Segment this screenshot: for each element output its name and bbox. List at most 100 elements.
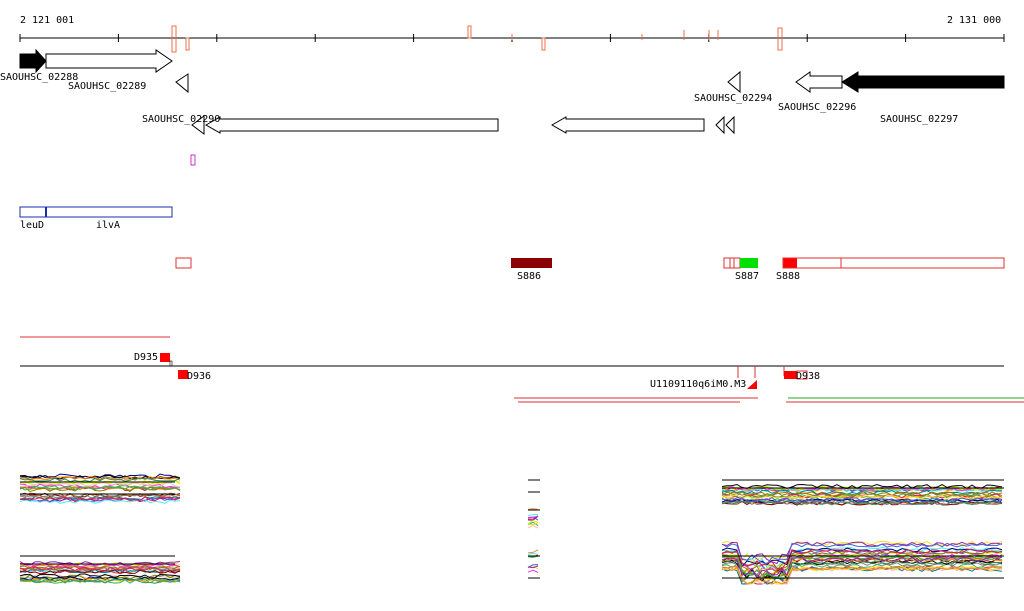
gene-label-saouhsc-02288: SAOUHSC_02288 [0,72,78,83]
start-coordinate: 2 121 001 [20,15,74,26]
gene-arrow-saouhsc-02297[interactable] [841,71,1005,93]
profile-series-line [721,494,1003,500]
gene-arrow-small-left[interactable] [175,73,189,94]
gene-label-saouhsc-02294: SAOUHSC_02294 [694,93,772,104]
ruler-marker[interactable] [467,25,472,39]
profile-series-line [19,483,181,489]
segment-box[interactable] [723,257,741,269]
operon-label-leud: leuD [20,220,44,231]
gene-arrow-small-left[interactable] [191,115,205,135]
profile-series-line [721,483,1003,490]
feature-d938[interactable] [784,371,797,379]
segment-box[interactable] [175,257,192,269]
profile-series-line [721,497,1003,503]
profile-series-line [19,566,181,572]
profile-series-line [19,578,181,584]
gene-label-saouhsc-02297: SAOUHSC_02297 [880,114,958,125]
profile-series-line [527,508,539,510]
feature-triangle[interactable] [747,380,757,389]
profile-series-line [721,493,1003,499]
profile-series-line [721,542,1003,565]
profile-series-line [19,487,181,493]
gene-arrow-saouhsc-02289[interactable] [45,49,173,73]
profile-series-line [19,579,181,584]
small-feature-marker[interactable] [190,154,196,166]
profile-series-line [19,499,181,504]
profile-series-line [721,500,1003,506]
feature-d938-outline [796,370,808,380]
profile-series-line [721,566,1003,585]
profile-series-line [19,574,181,580]
profile-series-line [721,565,1003,585]
gene-arrow-saouhsc-02296[interactable] [795,71,843,93]
profile-series-line [721,556,1003,579]
feature-label-d938: D938 [796,371,820,382]
ruler-marker[interactable] [777,27,783,51]
gene-arrow-long-left[interactable] [550,116,705,134]
profile-series-line [19,568,181,574]
expression-profiles [19,473,1004,585]
profile-series-line [19,493,181,499]
profile-series-line [19,482,181,488]
segment-s888[interactable] [783,258,797,268]
profile-series-line [19,477,181,483]
operon-track [19,206,173,218]
gene-track-row1 [19,48,1005,94]
profile-series-line [20,565,181,570]
profile-series-line [721,555,1003,578]
profile-series-line [721,560,1003,580]
profile-series-line [721,489,1002,495]
gene-label-saouhsc-02289: SAOUHSC_02289 [68,81,146,92]
segment-box[interactable] [782,257,1005,269]
gene-arrow-saouhsc-02294[interactable] [727,70,741,94]
segment-label-s886: S886 [517,271,541,282]
profile-series-line [721,486,1003,492]
ruler-markers [171,25,783,53]
profile-series-line [527,549,539,554]
profile-series-line [527,515,539,519]
profile-series-line [527,569,539,573]
profile-series-line [721,487,1003,493]
gene-arrow-saouhsc-02290[interactable] [204,116,499,134]
profile-series-line [19,497,181,503]
gene-label-saouhsc-02290: SAOUHSC_02290 [142,114,220,125]
feature-track [160,353,808,389]
profile-series-line [19,485,181,491]
profile-series-line [721,548,1003,570]
coverage-lines [514,397,1024,403]
segment-label-s887: S887 [735,271,759,282]
segment-track [175,257,1005,269]
segment-s887[interactable] [740,258,758,268]
profile-series-line [527,552,539,556]
profile-series-line [721,541,1003,565]
gene-label-saouhsc-02296: SAOUHSC_02296 [778,102,856,113]
gene-arrow-saouhsc-02288[interactable] [19,48,47,74]
feature-label-d935: D935 [134,352,158,363]
profile-series-line [19,574,181,580]
ruler-marker[interactable] [171,25,177,53]
profile-series-line [19,569,181,575]
gene-arrow-small-left[interactable] [715,115,725,135]
profile-series-line [721,549,1003,572]
profile-series-line [19,576,181,581]
segment-label-s888: S888 [776,271,800,282]
segment-s886[interactable] [511,258,552,268]
operon-label-ilva: ilvA [96,220,120,231]
profile-series-line [721,500,1003,506]
operon-box[interactable] [19,206,173,218]
feature-label-transcript: U1109110q6iM0.M3 [650,379,746,390]
profile-series-line [527,513,539,517]
profile-series-line [527,525,539,529]
ruler-marker[interactable] [541,37,546,51]
feature-label-d936: D936 [187,371,211,382]
profile-series-line [721,561,1003,583]
profile-series-line [19,496,181,502]
ruler-marker[interactable] [185,37,190,51]
feature-d936[interactable] [178,370,188,379]
profile-series-line [527,555,539,558]
profile-series-line [19,573,181,579]
feature-d935[interactable] [160,353,170,362]
profile-series-line [527,519,539,525]
gene-arrow-small-left[interactable] [725,115,735,135]
